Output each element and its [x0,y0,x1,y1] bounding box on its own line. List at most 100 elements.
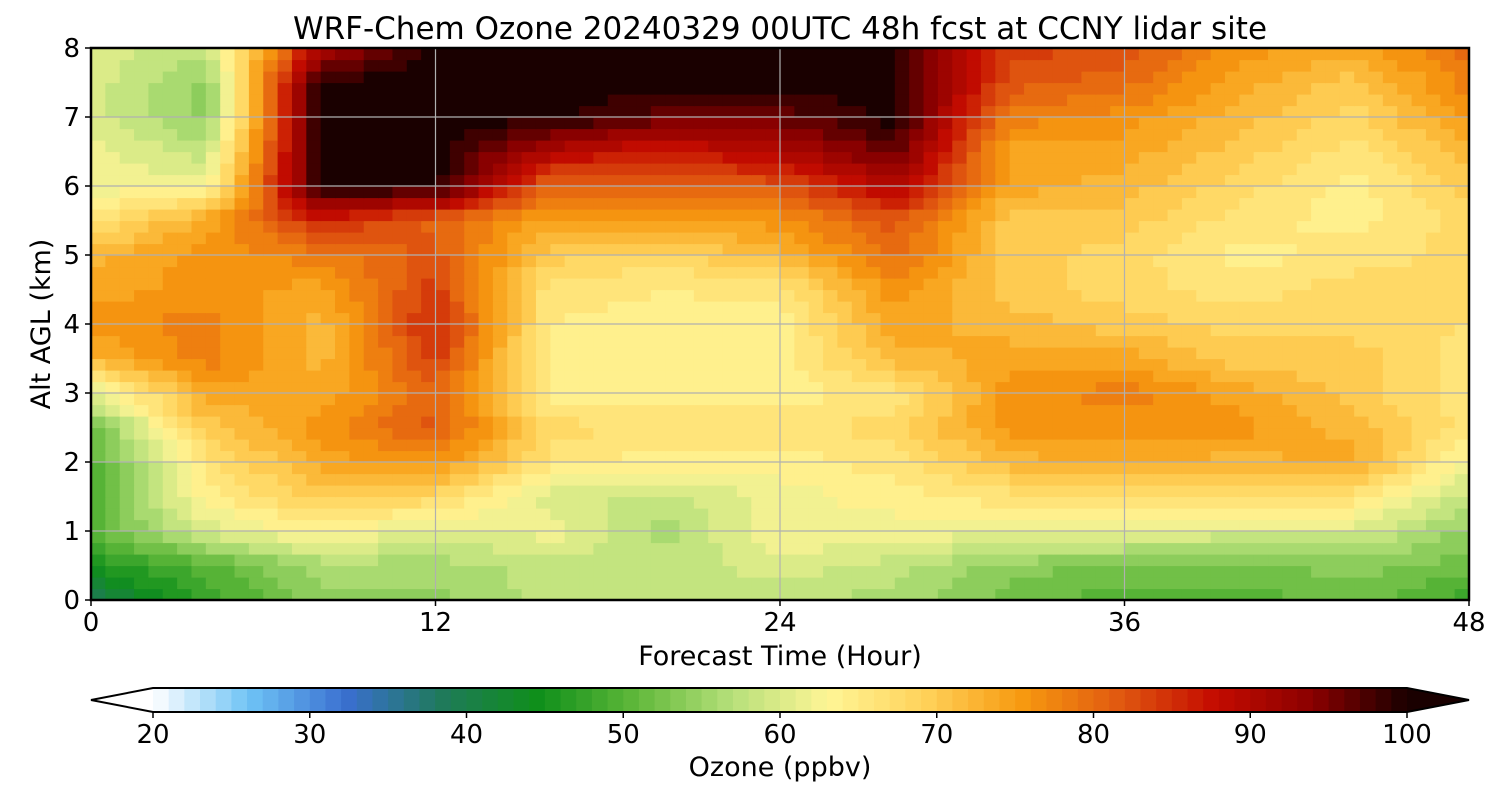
heatmap-cell [392,335,408,348]
heatmap-cell [794,243,810,256]
heatmap-cell [263,358,279,371]
heatmap-cell [507,278,523,291]
heatmap-cell [1081,289,1097,302]
heatmap-cell [1268,186,1283,199]
heatmap-cell [894,335,910,348]
heatmap-cell [421,565,437,578]
heatmap-cell [1253,117,1269,130]
heatmap-cell [392,266,408,279]
heatmap-cell [1339,128,1355,141]
heatmap-cell [909,427,925,440]
heatmap-cell [478,197,494,210]
heatmap-cell [521,404,537,417]
heatmap-cell [1009,197,1025,210]
heatmap-cell [1382,531,1398,544]
heatmap-cell [1411,542,1427,555]
heatmap-cell [464,508,480,521]
heatmap-cell [823,128,839,141]
heatmap-cell [191,393,207,406]
heatmap-cell [1339,542,1355,555]
heatmap-cell [277,82,293,95]
heatmap-cell [1311,209,1327,222]
heatmap-cell [162,255,178,268]
heatmap-cell [1181,289,1197,302]
heatmap-cell [492,140,508,153]
heatmap-cell [679,220,695,233]
heatmap-cell [765,358,781,371]
heatmap-cell [1224,140,1240,153]
heatmap-cell [1454,151,1470,164]
heatmap-cell [1167,496,1183,509]
heatmap-cell [1138,71,1154,84]
heatmap-cell [91,565,106,578]
heatmap-cell [866,473,882,486]
heatmap-cell [320,243,336,256]
heatmap-cell [837,508,853,521]
heatmap-cell [306,278,322,291]
heatmap-cell [1253,358,1269,371]
heatmap-cell [1239,565,1255,578]
heatmap-cell [277,588,293,601]
heatmap-cell [1296,485,1312,498]
heatmap-cell [1325,82,1341,95]
heatmap-cell [665,473,681,486]
heatmap-cell [449,381,465,394]
heatmap-cell [335,450,350,463]
heatmap-cell [650,278,666,291]
heatmap-cell [1311,496,1327,509]
heatmap-cell [205,186,221,199]
heatmap-cell [349,312,365,325]
heatmap-cell [808,209,824,222]
heatmap-cell [1425,255,1441,268]
heatmap-cell [1382,577,1398,590]
heatmap-cell [564,117,580,130]
heatmap-cell [593,450,609,463]
heatmap-cell [162,289,178,302]
heatmap-cell [220,358,236,371]
heatmap-cell [866,519,882,532]
heatmap-cell [1167,266,1183,279]
heatmap-cell [1382,554,1398,567]
colorbar-segment [544,688,562,712]
heatmap-cell [1325,232,1341,245]
heatmap-cell [535,519,551,532]
heatmap-cell [1210,163,1226,176]
heatmap-cell [119,462,135,475]
heatmap-cell [607,554,623,567]
heatmap-cell [650,508,666,521]
heatmap-cell [1382,186,1398,199]
heatmap-cell [1440,59,1456,72]
heatmap-cell [693,450,709,463]
heatmap-cell [636,266,652,279]
heatmap-cell [1095,220,1111,233]
heatmap-cell [1224,197,1240,210]
heatmap-cell [1038,301,1054,314]
heatmap-cell [607,151,623,164]
heatmap-cell [693,278,709,291]
heatmap-cell [191,565,207,578]
heatmap-cell [980,151,996,164]
heatmap-cell [191,462,207,475]
heatmap-cell [679,105,695,118]
heatmap-cell [1382,71,1398,84]
heatmap-cell [1181,220,1197,233]
heatmap-cell [91,117,106,130]
heatmap-cell [995,565,1011,578]
heatmap-cell [205,266,221,279]
heatmap-cell [794,554,810,567]
heatmap-cell [1368,197,1384,210]
heatmap-cell [1411,255,1427,268]
heatmap-cell [1067,289,1083,302]
heatmap-cell [966,439,982,452]
heatmap-cell [1382,393,1398,406]
heatmap-cell [909,404,925,417]
heatmap-cell [837,370,853,383]
heatmap-cell [808,82,824,95]
heatmap-cell [1181,71,1197,84]
heatmap-cell [1339,186,1355,199]
heatmap-cell [722,71,738,84]
heatmap-cell [1181,508,1197,521]
heatmap-cell [363,71,379,84]
heatmap-cell [148,105,164,118]
heatmap-cell [1425,588,1441,601]
